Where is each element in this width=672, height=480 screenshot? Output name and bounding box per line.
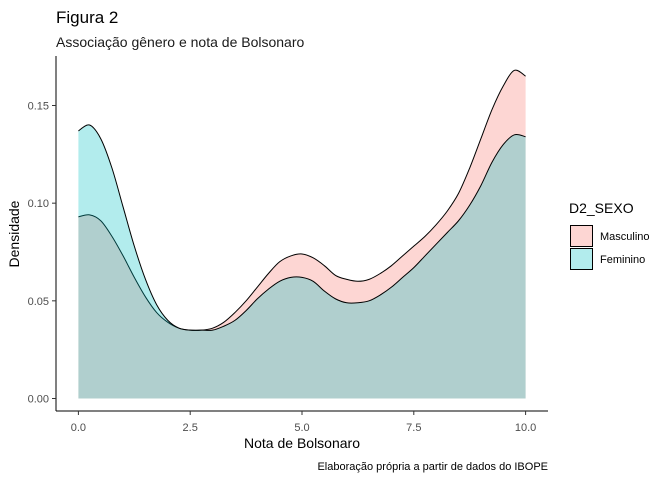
y-tick-label: 0.10 <box>28 198 49 210</box>
x-axis-ticks: 0.0 2.5 5.0 7.5 10.0 <box>71 411 536 434</box>
density-line-feminino <box>78 124 526 331</box>
x-tick-label: 7.5 <box>406 422 421 434</box>
y-tick-label: 0.00 <box>28 394 49 406</box>
legend: D2_SEXO Masculino Feminino <box>569 200 650 270</box>
chart-title: Figura 2 <box>56 8 118 27</box>
y-tick-label: 0.05 <box>28 296 49 308</box>
chart-caption: Elaboração própria a partir de dados do … <box>317 461 548 473</box>
density-area-feminino <box>78 124 526 399</box>
x-tick-label: 10.0 <box>515 422 536 434</box>
y-tick-label: 0.15 <box>28 101 49 113</box>
legend-key-masculino <box>570 225 593 247</box>
legend-label-feminino: Feminino <box>600 254 645 266</box>
density-line-masculino <box>78 69 526 331</box>
plot-panel <box>78 69 526 399</box>
x-tick-label: 5.0 <box>294 422 309 434</box>
chart-subtitle: Associação gênero e nota de Bolsonaro <box>56 34 304 50</box>
x-axis-title: Nota de Bolsonaro <box>244 435 360 451</box>
y-axis-ticks: 0.00 0.05 0.10 0.15 <box>28 101 56 406</box>
legend-items: Masculino Feminino <box>570 225 650 270</box>
legend-title: D2_SEXO <box>569 200 634 216</box>
legend-label-masculino: Masculino <box>600 231 650 243</box>
x-tick-label: 0.0 <box>71 422 86 434</box>
density-area-masculino <box>78 70 526 399</box>
y-axis-title: Densidade <box>6 200 22 267</box>
legend-key-feminino <box>570 248 593 270</box>
x-tick-label: 2.5 <box>183 422 198 434</box>
